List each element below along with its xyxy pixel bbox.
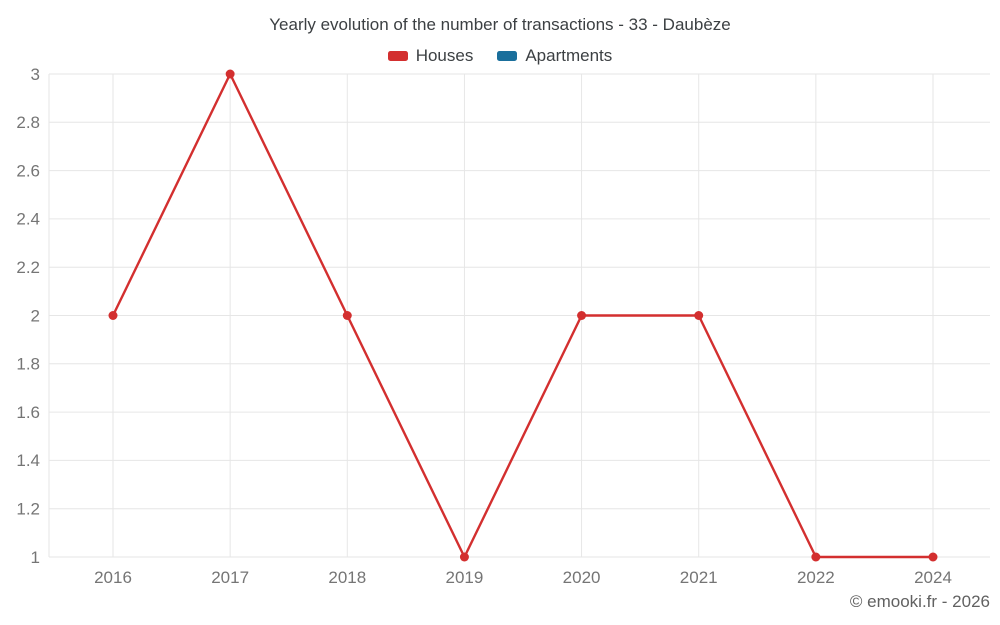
legend-marker-icon: [387, 51, 408, 61]
y-tick-label: 2.4: [16, 210, 40, 229]
y-tick-label: 1: [31, 548, 40, 567]
y-tick-label: 1.8: [16, 355, 40, 374]
houses-point-2024[interactable]: [928, 552, 938, 562]
x-tick-label: 2019: [446, 568, 484, 587]
legend-label: Apartments: [525, 46, 613, 65]
y-tick-label: 1.4: [16, 451, 40, 470]
y-tick-label: 3: [31, 65, 40, 84]
y-tick-label: 2: [31, 306, 40, 325]
copyright: © emooki.fr - 2026: [849, 592, 990, 611]
legend-marker-icon: [497, 51, 518, 61]
y-tick-label: 2.2: [16, 258, 40, 277]
x-tick-label: 2017: [211, 568, 249, 587]
y-tick-label: 2.6: [16, 161, 40, 180]
houses-point-2019[interactable]: [459, 552, 469, 562]
houses-point-2022[interactable]: [811, 552, 821, 562]
houses-point-2020[interactable]: [577, 311, 587, 320]
x-tick-label: 2018: [328, 568, 366, 587]
legend-item-apartments[interactable]: Apartments: [497, 46, 612, 66]
x-tick-label: 2024: [914, 568, 952, 587]
y-tick-label: 2.8: [16, 113, 40, 132]
legend-item-houses[interactable]: Houses: [387, 46, 474, 66]
houses-point-2016[interactable]: [108, 311, 118, 320]
houses-point-2017[interactable]: [225, 69, 235, 79]
houses-line: [111, 72, 935, 559]
y-tick-label: 1.6: [16, 403, 40, 422]
legend: Houses Apartments: [0, 46, 1000, 66]
chart-title: Yearly evolution of the number of transa…: [269, 15, 731, 34]
x-tick-label: 2016: [94, 568, 132, 587]
x-tick-label: 2022: [797, 568, 835, 587]
legend-label: Houses: [415, 46, 474, 65]
houses-point-2018[interactable]: [342, 311, 352, 320]
houses-point-2021[interactable]: [694, 311, 704, 320]
y-tick-label: 1.2: [16, 499, 40, 518]
x-tick-label: 2020: [563, 568, 601, 587]
x-tick-label: 2021: [680, 568, 718, 587]
